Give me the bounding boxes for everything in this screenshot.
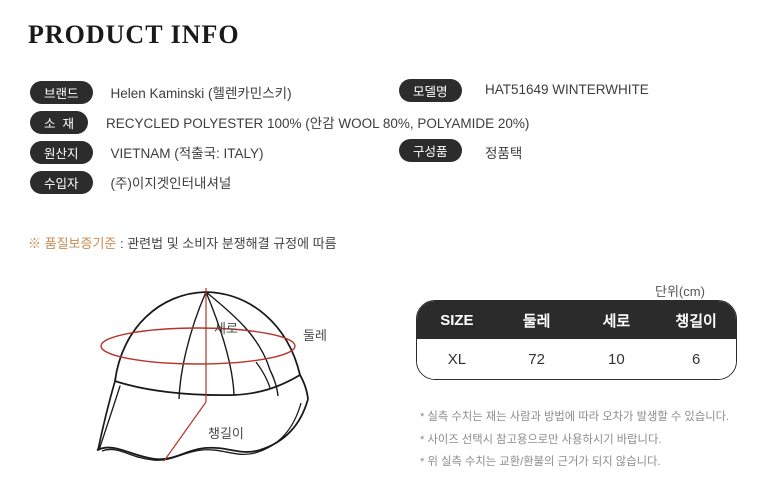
svg-text:둘레: 둘레	[303, 328, 327, 343]
svg-text:챙길이: 챙길이	[208, 426, 244, 441]
svg-text:세로: 세로	[214, 321, 238, 336]
